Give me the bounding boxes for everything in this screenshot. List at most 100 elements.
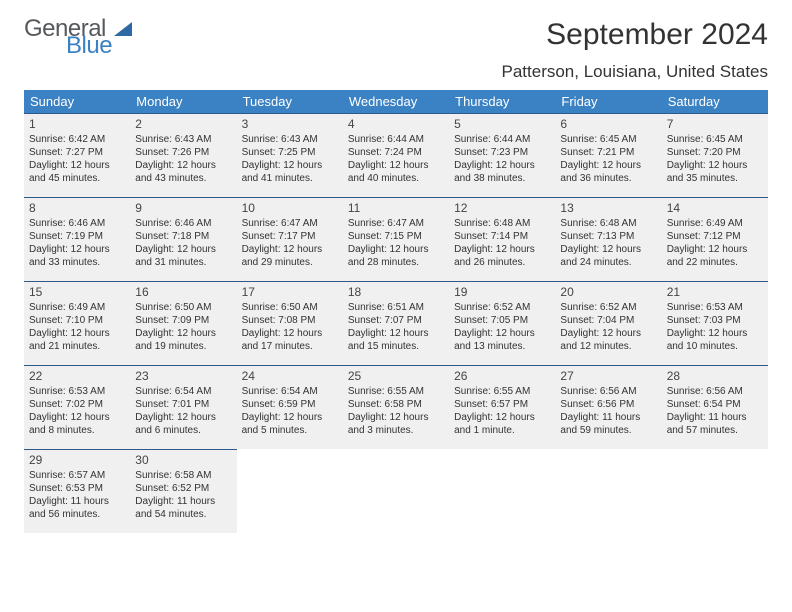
daylight-text-1: Daylight: 12 hours	[560, 159, 656, 172]
calendar-header-cell: Monday	[130, 90, 236, 114]
calendar-table: SundayMondayTuesdayWednesdayThursdayFrid…	[24, 90, 768, 534]
day-number: 1	[29, 117, 125, 133]
daylight-text-1: Daylight: 12 hours	[348, 159, 444, 172]
calendar-day-cell: 15Sunrise: 6:49 AMSunset: 7:10 PMDayligh…	[24, 281, 130, 365]
calendar-day-cell	[343, 449, 449, 533]
day-number: 7	[667, 117, 763, 133]
calendar-day-cell: 3Sunrise: 6:43 AMSunset: 7:25 PMDaylight…	[237, 113, 343, 197]
daylight-text-2: and 33 minutes.	[29, 256, 125, 269]
calendar-day-cell	[449, 449, 555, 533]
day-number: 21	[667, 285, 763, 301]
daylight-text-2: and 13 minutes.	[454, 340, 550, 353]
calendar-header-cell: Wednesday	[343, 90, 449, 114]
daylight-text-1: Daylight: 12 hours	[454, 159, 550, 172]
sunset-text: Sunset: 7:04 PM	[560, 314, 656, 327]
daylight-text-1: Daylight: 12 hours	[29, 411, 125, 424]
daylight-text-1: Daylight: 12 hours	[560, 327, 656, 340]
day-number: 22	[29, 369, 125, 385]
calendar-day-cell: 1Sunrise: 6:42 AMSunset: 7:27 PMDaylight…	[24, 113, 130, 197]
daylight-text-1: Daylight: 11 hours	[560, 411, 656, 424]
daylight-text-1: Daylight: 12 hours	[29, 159, 125, 172]
sunrise-text: Sunrise: 6:47 AM	[348, 217, 444, 230]
sunset-text: Sunset: 7:26 PM	[135, 146, 231, 159]
sunrise-text: Sunrise: 6:54 AM	[135, 385, 231, 398]
day-number: 13	[560, 201, 656, 217]
daylight-text-2: and 8 minutes.	[29, 424, 125, 437]
daylight-text-1: Daylight: 12 hours	[560, 243, 656, 256]
daylight-text-1: Daylight: 11 hours	[29, 495, 125, 508]
sunset-text: Sunset: 7:02 PM	[29, 398, 125, 411]
daylight-text-2: and 3 minutes.	[348, 424, 444, 437]
sunrise-text: Sunrise: 6:46 AM	[135, 217, 231, 230]
calendar-day-cell: 11Sunrise: 6:47 AMSunset: 7:15 PMDayligh…	[343, 197, 449, 281]
calendar-day-cell: 24Sunrise: 6:54 AMSunset: 6:59 PMDayligh…	[237, 365, 343, 449]
sunrise-text: Sunrise: 6:42 AM	[29, 133, 125, 146]
day-number: 6	[560, 117, 656, 133]
sunrise-text: Sunrise: 6:43 AM	[242, 133, 338, 146]
sunset-text: Sunset: 6:58 PM	[348, 398, 444, 411]
sunrise-text: Sunrise: 6:55 AM	[454, 385, 550, 398]
sunset-text: Sunset: 6:52 PM	[135, 482, 231, 495]
daylight-text-2: and 12 minutes.	[560, 340, 656, 353]
sunrise-text: Sunrise: 6:52 AM	[454, 301, 550, 314]
sunrise-text: Sunrise: 6:53 AM	[667, 301, 763, 314]
day-number: 8	[29, 201, 125, 217]
sunrise-text: Sunrise: 6:53 AM	[29, 385, 125, 398]
daylight-text-1: Daylight: 12 hours	[135, 159, 231, 172]
sunrise-text: Sunrise: 6:51 AM	[348, 301, 444, 314]
day-number: 19	[454, 285, 550, 301]
calendar-header-cell: Thursday	[449, 90, 555, 114]
calendar-day-cell: 27Sunrise: 6:56 AMSunset: 6:56 PMDayligh…	[555, 365, 661, 449]
day-number: 4	[348, 117, 444, 133]
calendar-day-cell: 10Sunrise: 6:47 AMSunset: 7:17 PMDayligh…	[237, 197, 343, 281]
sunrise-text: Sunrise: 6:57 AM	[29, 469, 125, 482]
sunrise-text: Sunrise: 6:46 AM	[29, 217, 125, 230]
day-number: 26	[454, 369, 550, 385]
daylight-text-2: and 19 minutes.	[135, 340, 231, 353]
daylight-text-2: and 17 minutes.	[242, 340, 338, 353]
day-number: 20	[560, 285, 656, 301]
sunset-text: Sunset: 7:20 PM	[667, 146, 763, 159]
day-number: 18	[348, 285, 444, 301]
daylight-text-1: Daylight: 12 hours	[348, 243, 444, 256]
calendar-day-cell	[555, 449, 661, 533]
header: General Blue September 2024	[24, 18, 768, 58]
daylight-text-2: and 31 minutes.	[135, 256, 231, 269]
daylight-text-1: Daylight: 12 hours	[667, 159, 763, 172]
daylight-text-2: and 36 minutes.	[560, 172, 656, 185]
daylight-text-1: Daylight: 12 hours	[29, 327, 125, 340]
sunset-text: Sunset: 7:17 PM	[242, 230, 338, 243]
day-number: 27	[560, 369, 656, 385]
daylight-text-2: and 40 minutes.	[348, 172, 444, 185]
location-subtitle: Patterson, Louisiana, United States	[24, 62, 768, 82]
sunrise-text: Sunrise: 6:52 AM	[560, 301, 656, 314]
daylight-text-2: and 28 minutes.	[348, 256, 444, 269]
calendar-day-cell: 28Sunrise: 6:56 AMSunset: 6:54 PMDayligh…	[662, 365, 768, 449]
sunset-text: Sunset: 7:24 PM	[348, 146, 444, 159]
day-number: 15	[29, 285, 125, 301]
sunrise-text: Sunrise: 6:50 AM	[135, 301, 231, 314]
calendar-header-cell: Saturday	[662, 90, 768, 114]
calendar-day-cell: 7Sunrise: 6:45 AMSunset: 7:20 PMDaylight…	[662, 113, 768, 197]
daylight-text-1: Daylight: 12 hours	[242, 159, 338, 172]
daylight-text-2: and 54 minutes.	[135, 508, 231, 521]
daylight-text-1: Daylight: 12 hours	[348, 327, 444, 340]
logo-text: General Blue	[24, 18, 112, 58]
daylight-text-1: Daylight: 12 hours	[454, 327, 550, 340]
daylight-text-2: and 1 minute.	[454, 424, 550, 437]
sunrise-text: Sunrise: 6:56 AM	[560, 385, 656, 398]
calendar-day-cell: 4Sunrise: 6:44 AMSunset: 7:24 PMDaylight…	[343, 113, 449, 197]
daylight-text-2: and 43 minutes.	[135, 172, 231, 185]
sunset-text: Sunset: 6:54 PM	[667, 398, 763, 411]
day-number: 28	[667, 369, 763, 385]
calendar-week-row: 8Sunrise: 6:46 AMSunset: 7:19 PMDaylight…	[24, 197, 768, 281]
daylight-text-1: Daylight: 12 hours	[348, 411, 444, 424]
calendar-header-cell: Sunday	[24, 90, 130, 114]
sunrise-text: Sunrise: 6:45 AM	[667, 133, 763, 146]
daylight-text-2: and 45 minutes.	[29, 172, 125, 185]
sunset-text: Sunset: 7:07 PM	[348, 314, 444, 327]
sunset-text: Sunset: 7:09 PM	[135, 314, 231, 327]
calendar-day-cell: 17Sunrise: 6:50 AMSunset: 7:08 PMDayligh…	[237, 281, 343, 365]
daylight-text-2: and 10 minutes.	[667, 340, 763, 353]
sunrise-text: Sunrise: 6:49 AM	[667, 217, 763, 230]
